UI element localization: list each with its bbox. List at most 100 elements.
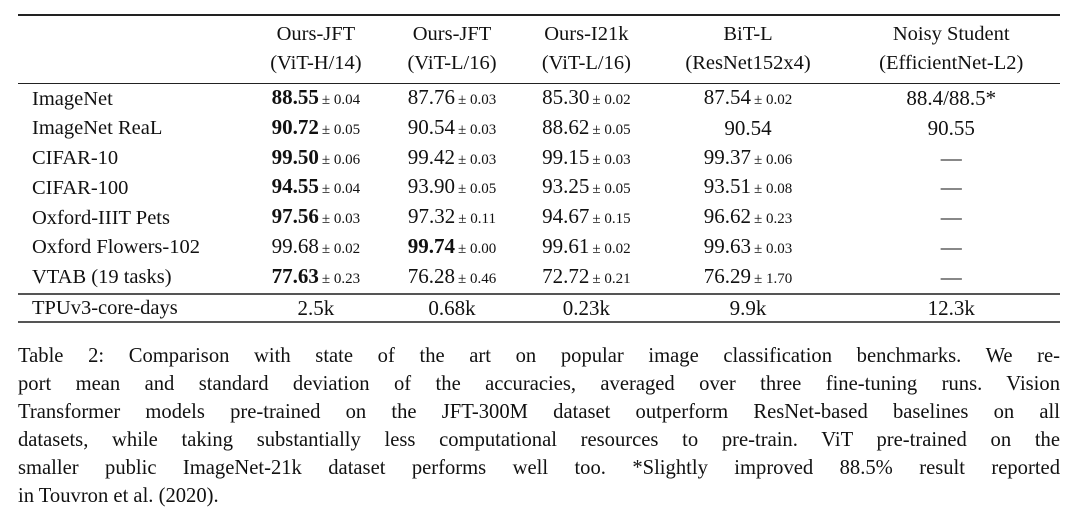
column-header-4: BiT-L	[653, 14, 843, 49]
row-label: CIFAR-100	[32, 176, 129, 199]
cell-value: 93.25	[542, 174, 590, 199]
table-cell: 88.55 ± 0.04	[247, 82, 385, 114]
cell-std: ± 0.02	[592, 240, 631, 257]
table-caption: Table 2: Comparison with state of the ar…	[18, 342, 1060, 510]
cell-std: ± 0.03	[592, 151, 631, 168]
cell-value: 97.56	[271, 204, 319, 229]
table-row: CIFAR-100 94.55 ± 0.04 93.90 ± 0.05 93.25 ± 0.…	[18, 173, 1060, 203]
table-cell: 72.72 ± 0.21	[519, 263, 653, 294]
column-subheader-4: (ResNet152x4)	[685, 52, 811, 74]
table-cell: 87.76 ± 0.03	[384, 82, 520, 114]
compute-value: 0.68k	[384, 292, 520, 323]
cell-value: 87.76	[407, 85, 456, 109]
table-cell: 90.54 ± 0.03	[385, 114, 519, 144]
column-header-3: Ours-I21k	[519, 14, 654, 49]
table-row: Oxford-IIIT Pets 97.56 ± 0.03 97.32 ± 0.11 94…	[18, 203, 1060, 233]
cell-value: 76.28	[407, 263, 456, 288]
table-row: Oxford Flowers-102 99.68 ± 0.02 99.74 ± 0.00…	[18, 233, 1060, 263]
cell-value: 87.54	[703, 85, 752, 109]
table-row: ImageNet 88.55 ± 0.04 87.76 ± 0.03 85.30 ± 0.0…	[18, 82, 1060, 114]
caption-line: datasets, while taking substantially les…	[18, 429, 1060, 451]
caption-line: in Touvron et al. (2020).	[18, 485, 219, 507]
table-body: ImageNet 88.55 ± 0.04 87.76 ± 0.03 85.30 ± 0.0…	[18, 82, 1060, 294]
cell-value: 77.63	[271, 263, 319, 288]
caption-line: Transformer models pre-trained on the JF…	[18, 401, 1060, 423]
header-row-2: (ViT-H/14) (ViT-L/16) (ViT-L/16) (ResNet152…	[18, 49, 1060, 84]
table-cell: 99.37 ± 0.06	[654, 144, 843, 174]
column-subheader-0	[18, 49, 247, 84]
cell-std: ± 0.23	[321, 270, 361, 287]
cell-std: ± 0.02	[754, 92, 793, 108]
column-subheader-2: (ViT-L/16)	[407, 52, 497, 74]
table-cell: 99.68 ± 0.02	[247, 233, 385, 263]
row-label: VTAB (19 tasks)	[32, 266, 172, 289]
row-label: Oxford-IIIT Pets	[32, 206, 170, 229]
cell-value: 99.74	[407, 233, 456, 258]
cell-std: ± 0.15	[592, 211, 631, 228]
table-cell: —	[842, 203, 1060, 233]
cell-value: 90.54	[724, 115, 772, 140]
row-label: CIFAR-10	[32, 147, 119, 170]
cell-std: ± 0.05	[592, 121, 631, 138]
caption-line: Table 2: Comparison with state of the ar…	[18, 345, 1060, 367]
cell-value: 97.32	[408, 204, 456, 229]
header-row-1: Ours-JFT Ours-JFT Ours-I21k BiT-L Noisy Stud…	[18, 14, 1060, 49]
table-cell: —	[842, 173, 1060, 203]
cell-value: —	[940, 264, 962, 289]
table-cell: 87.54 ± 0.02	[653, 82, 843, 114]
cell-value: 88.55	[271, 85, 319, 109]
table-cell: 88.4/88.5*	[842, 82, 1060, 114]
row-label: ImageNet	[18, 82, 247, 114]
table-cell: 97.32 ± 0.11	[385, 203, 519, 233]
cell-value: 90.72	[271, 114, 319, 139]
cell-value: 93.90	[407, 174, 456, 199]
cell-std: ± 0.08	[754, 181, 793, 198]
cell-value: 76.29	[703, 263, 752, 288]
cell-std: ± 0.05	[321, 121, 361, 138]
compute-value: 12.3k	[842, 292, 1060, 323]
cell-value: 85.30	[542, 85, 590, 109]
table-cell: 93.25 ± 0.05	[519, 173, 653, 203]
table-cell: 97.56 ± 0.03	[247, 203, 385, 233]
column-header-2: Ours-JFT	[384, 14, 520, 49]
row-label: ImageNet ReaL	[32, 117, 163, 140]
cell-std: ± 0.03	[458, 121, 497, 138]
cell-value: 90.55	[927, 115, 975, 140]
cell-value: —	[940, 175, 962, 200]
cell-std: ± 0.00	[458, 240, 497, 257]
cell-value: 99.61	[542, 233, 590, 258]
table-cell: 85.30 ± 0.02	[519, 82, 654, 114]
cell-std: ± 0.04	[321, 181, 361, 198]
table-cell: 99.63 ± 0.03	[654, 233, 843, 263]
cell-std: ± 0.05	[458, 181, 497, 198]
compute-label: TPUv3-core-days	[18, 292, 247, 323]
column-header-5: Noisy Student	[842, 14, 1060, 49]
table-cell: 76.28 ± 0.46	[385, 263, 519, 294]
table-row: VTAB (19 tasks) 77.63 ± 0.23 76.28 ± 0.46 72.…	[18, 263, 1060, 294]
table-cell: 99.50 ± 0.06	[247, 144, 385, 174]
cell-value: —	[940, 205, 962, 230]
cell-value: —	[940, 234, 962, 259]
cell-value: 94.55	[271, 174, 319, 199]
column-header-1: Ours-JFT	[247, 14, 385, 49]
cell-std: ± 0.03	[458, 92, 497, 108]
cell-std: ± 0.21	[592, 270, 631, 287]
cell-value: 99.50	[271, 144, 319, 169]
table-cell: 90.54	[654, 114, 843, 144]
cell-std: ± 0.03	[321, 211, 361, 228]
table-row: CIFAR-10 99.50 ± 0.06 99.42 ± 0.03 99.15 ± 0.0…	[18, 144, 1060, 174]
table-cell: —	[842, 263, 1060, 294]
compute-section: TPUv3-core-days 2.5k 0.68k 0.23k 9.9k 12.3k	[18, 292, 1060, 323]
cell-std: ± 0.06	[754, 151, 793, 168]
cell-std: ± 0.23	[754, 211, 793, 228]
cell-value: 99.42	[407, 144, 456, 169]
table-cell: 94.67 ± 0.15	[519, 203, 653, 233]
cell-value: 93.51	[703, 174, 752, 199]
table-cell: 94.55 ± 0.04	[247, 173, 385, 203]
table-cell: 88.62 ± 0.05	[519, 114, 653, 144]
cell-std: ± 0.03	[754, 240, 793, 257]
table-cell: 99.15 ± 0.03	[519, 144, 653, 174]
cell-value: 99.15	[542, 144, 590, 169]
table-cell: 76.29 ± 1.70	[654, 263, 843, 294]
cell-value: 99.68	[271, 233, 319, 258]
